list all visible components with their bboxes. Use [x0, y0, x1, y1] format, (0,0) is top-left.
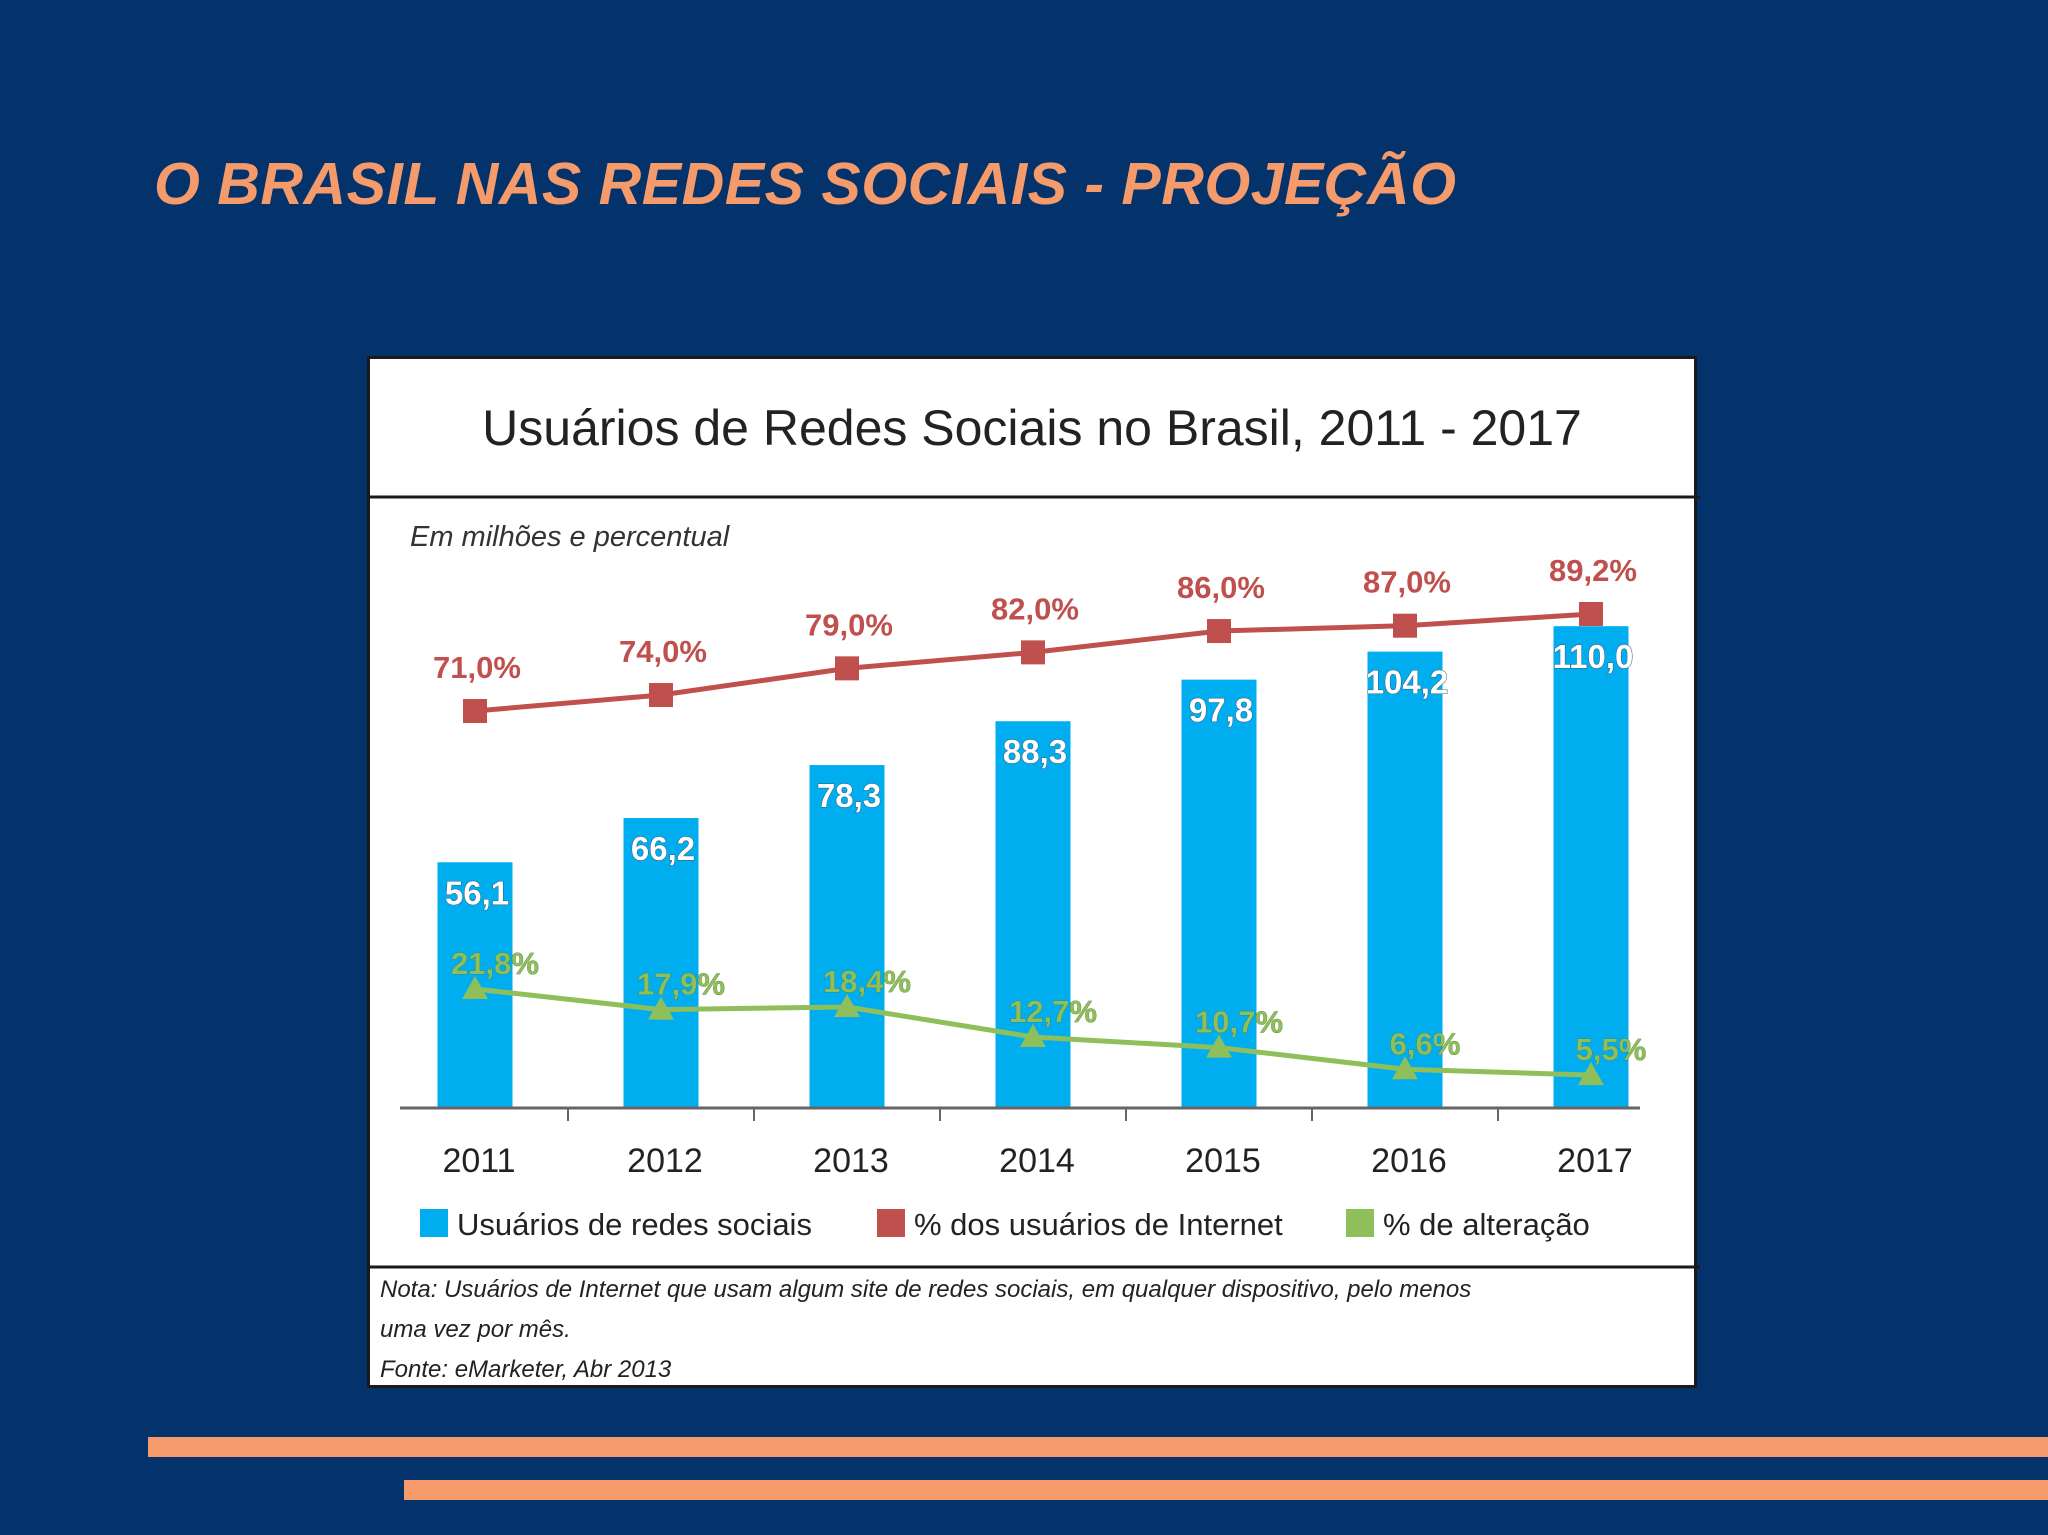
chart-note: Nota: Usuários de Internet que usam algu… — [380, 1276, 1471, 1303]
change-label: 5,5% — [1576, 1032, 1647, 1067]
bar-value-label: 88,3 — [1003, 733, 1067, 770]
legend-label: Usuários de redes sociais — [457, 1207, 812, 1242]
x-tick-label: 2014 — [999, 1142, 1075, 1180]
lines-layer: 71,0% 74,0% 79,0% 82,0% 86,0% 87,0% 89,2% 21,8%… — [433, 553, 1647, 1086]
bar-value-label: 97,8 — [1189, 692, 1253, 729]
marker-internet-users — [463, 699, 487, 723]
x-tick-label: 2012 — [627, 1142, 703, 1180]
bar-value-label: 78,3 — [817, 777, 881, 814]
internet-users-label: 82,0% — [991, 591, 1079, 626]
marker-change — [834, 993, 860, 1017]
x-tick-label: 2016 — [1371, 1142, 1447, 1180]
chart-card: Usuários de Redes Sociais no Brasil, 201… — [367, 356, 1700, 1388]
marker-internet-users — [1579, 601, 1603, 626]
marker-change — [462, 976, 488, 999]
bar-2016 — [1367, 651, 1443, 1108]
bar-2012 — [623, 818, 699, 1108]
change-label: 6,6% — [1390, 1026, 1461, 1061]
legend-swatch — [877, 1209, 905, 1237]
legend-swatch — [1346, 1209, 1374, 1237]
marker-internet-users — [1393, 613, 1417, 638]
marker-internet-users — [1207, 619, 1231, 644]
internet-users-label: 89,2% — [1549, 553, 1637, 588]
bar-value-label: 66,2 — [631, 830, 695, 867]
x-tick-label: 2017 — [1557, 1142, 1633, 1180]
marker-internet-users — [835, 656, 859, 681]
chart-subtitle: Em milhões e percentual — [410, 521, 731, 553]
chart-title: Usuários de Redes Sociais no Brasil, 201… — [482, 400, 1582, 456]
marker-change — [1392, 1056, 1418, 1080]
change-label: 21,8% — [451, 946, 539, 981]
bar-value-label: 56,1 — [445, 874, 509, 911]
chart-note-line2: uma vez por mês. — [380, 1316, 571, 1343]
chart: Usuários de Redes Sociais no Brasil, 201… — [370, 400, 1700, 1383]
internet-users-label: 74,0% — [619, 634, 707, 669]
change-label: 10,7% — [1195, 1005, 1283, 1040]
decorative-stripe-top — [148, 1437, 2048, 1457]
bar-2014 — [995, 721, 1071, 1108]
bar-value-label: 104,2 — [1366, 664, 1449, 701]
slide-title: O BRASIL NAS REDES SOCIAIS - PROJEÇÃO — [154, 151, 1457, 217]
internet-users-label: 87,0% — [1363, 565, 1451, 600]
bar-value-label: 110,0 — [1553, 638, 1634, 675]
marker-internet-users — [649, 683, 673, 708]
change-label: 12,7% — [1009, 994, 1097, 1029]
change-label: 17,9% — [637, 967, 725, 1002]
legend-label: % dos usuários de Internet — [914, 1207, 1283, 1242]
x-tick-label: 2015 — [1185, 1142, 1261, 1180]
x-tick-label: 2011 — [442, 1142, 515, 1180]
decorative-stripe-bottom — [404, 1480, 2048, 1500]
chart-source: Fonte: eMarketer, Abr 2013 — [380, 1356, 672, 1383]
bar-2013 — [809, 765, 885, 1108]
internet-users-label: 86,0% — [1177, 570, 1265, 605]
bar-2017 — [1553, 626, 1629, 1108]
marker-change — [1206, 1034, 1232, 1058]
marker-change — [1020, 1024, 1046, 1048]
marker-internet-users — [1021, 640, 1045, 665]
marker-change — [648, 996, 674, 1020]
marker-change — [1578, 1062, 1604, 1086]
legend-label: % de alteração — [1383, 1207, 1590, 1242]
legend-swatch — [420, 1209, 448, 1237]
internet-users-label: 79,0% — [805, 607, 893, 642]
x-tick-label: 2013 — [813, 1142, 889, 1180]
change-label: 18,4% — [823, 964, 911, 999]
internet-users-label: 71,0% — [433, 650, 521, 685]
axis-layer: 2011 2012 2013 2014 2015 2016 2017 — [400, 1106, 1640, 1180]
legend: Usuários de redes sociais % dos usuários … — [420, 1207, 1590, 1242]
